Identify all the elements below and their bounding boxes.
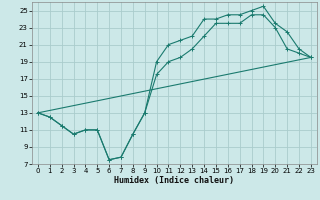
X-axis label: Humidex (Indice chaleur): Humidex (Indice chaleur) xyxy=(115,176,234,185)
